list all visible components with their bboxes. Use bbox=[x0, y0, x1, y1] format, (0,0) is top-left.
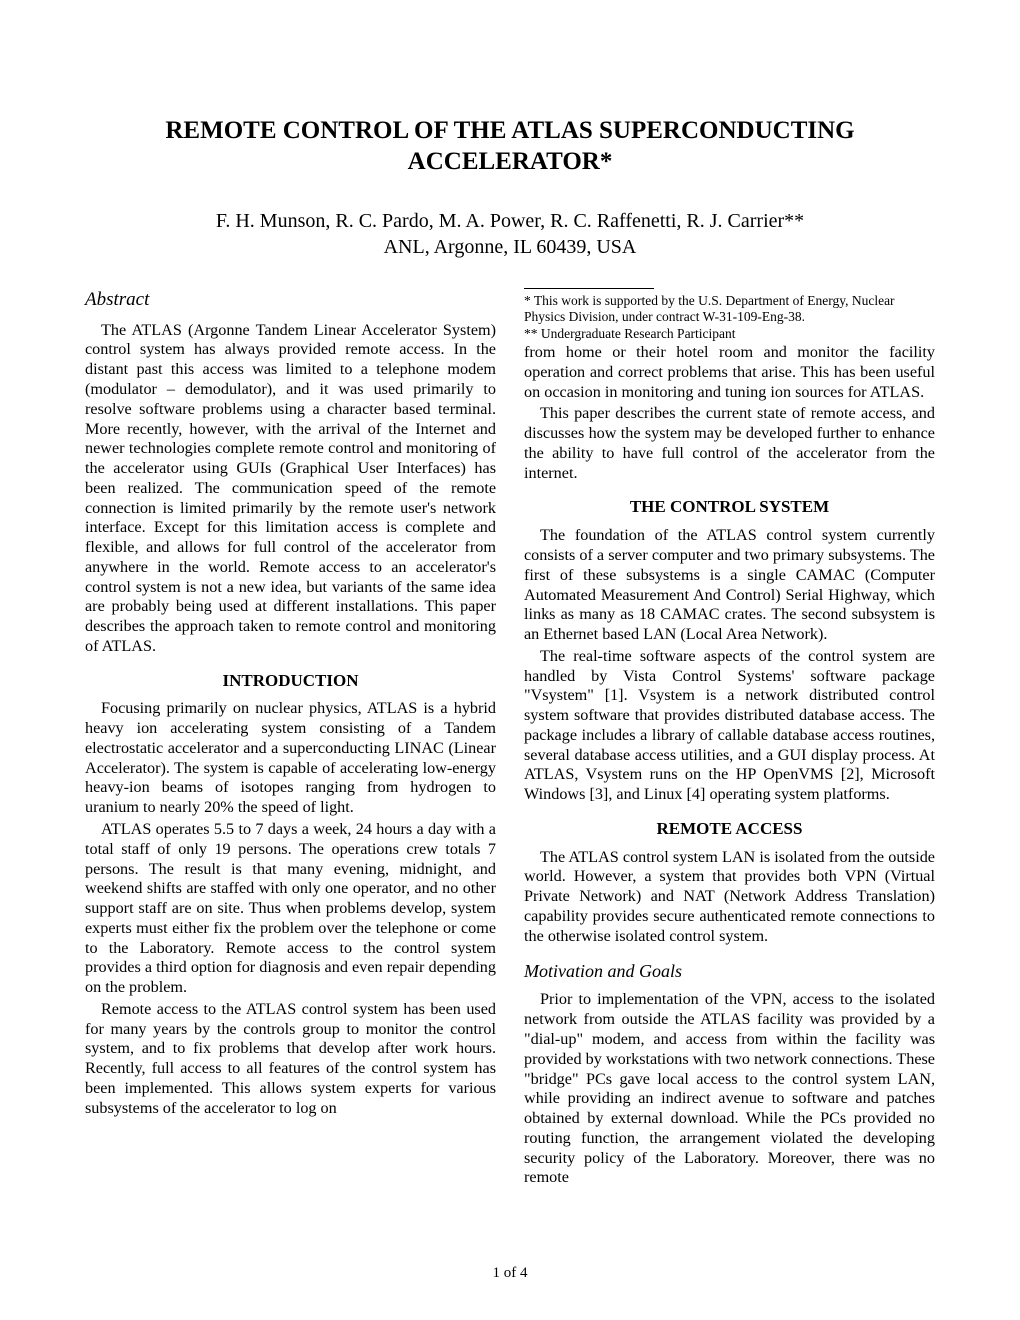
authors-names: F. H. Munson, R. C. Pardo, M. A. Power, … bbox=[85, 208, 935, 234]
body-columns: Abstract The ATLAS (Argonne Tandem Linea… bbox=[85, 288, 935, 1189]
introduction-heading: INTRODUCTION bbox=[85, 671, 496, 692]
footnote-rule bbox=[524, 288, 654, 289]
footnote-block: * This work is supported by the U.S. Dep… bbox=[524, 288, 935, 344]
intro-paragraph-1: Focusing primarily on nuclear physics, A… bbox=[85, 699, 496, 818]
remote-paragraph-1: The ATLAS control system LAN is isolated… bbox=[524, 848, 935, 947]
paper-authors: F. H. Munson, R. C. Pardo, M. A. Power, … bbox=[85, 208, 935, 260]
abstract-heading: Abstract bbox=[85, 288, 496, 311]
col2-continuation-1: from home or their hotel room and monito… bbox=[524, 343, 935, 402]
authors-affiliation: ANL, Argonne, IL 60439, USA bbox=[85, 234, 935, 260]
paper-title: REMOTE CONTROL OF THE ATLAS SUPERCONDUCT… bbox=[85, 115, 935, 178]
control-system-heading: THE CONTROL SYSTEM bbox=[524, 497, 935, 518]
abstract-paragraph: The ATLAS (Argonne Tandem Linear Acceler… bbox=[85, 321, 496, 657]
ctrl-paragraph-1: The foundation of the ATLAS control syst… bbox=[524, 526, 935, 645]
page-number: 1 of 4 bbox=[0, 1265, 1020, 1282]
footnote-2: ** Undergraduate Research Participant bbox=[524, 326, 935, 343]
footnote-1: * This work is supported by the U.S. Dep… bbox=[524, 293, 935, 327]
motivation-paragraph-1: Prior to implementation of the VPN, acce… bbox=[524, 990, 935, 1188]
footnotes: * This work is supported by the U.S. Dep… bbox=[524, 293, 935, 344]
ctrl-paragraph-2: The real-time software aspects of the co… bbox=[524, 647, 935, 805]
col2-continuation-2: This paper describes the current state o… bbox=[524, 404, 935, 483]
motivation-heading: Motivation and Goals bbox=[524, 961, 935, 983]
intro-paragraph-3: Remote access to the ATLAS control syste… bbox=[85, 1000, 496, 1119]
intro-paragraph-2: ATLAS operates 5.5 to 7 days a week, 24 … bbox=[85, 820, 496, 998]
remote-access-heading: REMOTE ACCESS bbox=[524, 819, 935, 840]
